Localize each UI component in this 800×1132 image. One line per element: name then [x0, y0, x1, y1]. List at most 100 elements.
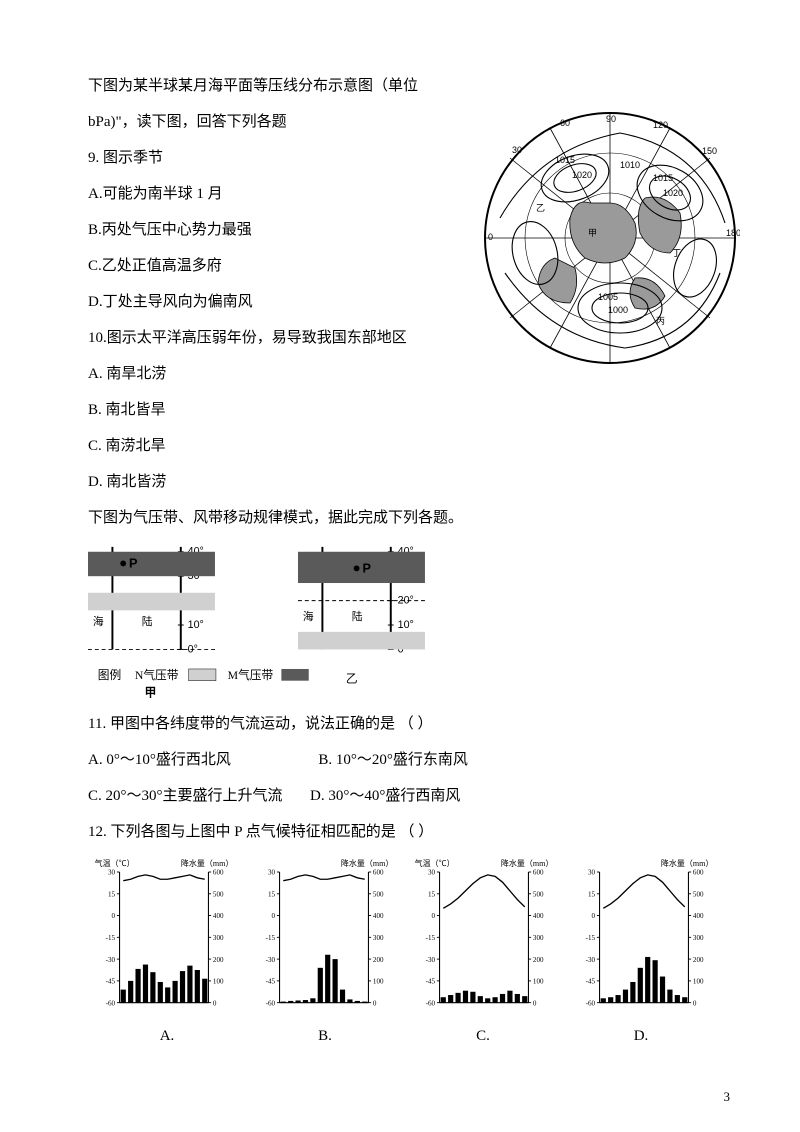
svg-text:-60: -60: [266, 999, 276, 1007]
svg-text:400: 400: [693, 912, 704, 920]
svg-text:-15: -15: [266, 934, 276, 942]
polar-isobar-map: 90 120 150 180 1015 1020 1015 1020 1010 …: [480, 108, 740, 368]
svg-text:-15: -15: [586, 934, 596, 942]
svg-text:180: 180: [726, 228, 740, 238]
svg-text:300: 300: [373, 934, 384, 942]
svg-text:降水量（mm）: 降水量（mm）: [501, 858, 553, 868]
option-label-d: D.: [562, 1018, 720, 1054]
svg-text:-60: -60: [426, 999, 436, 1007]
q10-option-b: B. 南北皆旱: [88, 392, 720, 428]
svg-text:0: 0: [213, 999, 217, 1007]
svg-text:-45: -45: [266, 978, 276, 986]
intro-text-1: 下图为某半球某月海平面等压线分布示意图（单位: [88, 68, 720, 104]
svg-text:60: 60: [560, 118, 570, 128]
svg-text:300: 300: [533, 934, 544, 942]
svg-text:P: P: [129, 556, 138, 570]
svg-text:10°: 10°: [398, 619, 414, 631]
svg-text:-45: -45: [586, 978, 596, 986]
svg-text:甲: 甲: [145, 686, 157, 699]
svg-text:-60: -60: [586, 999, 596, 1007]
q11-option-d: D. 30°～40°盛行西南风: [310, 788, 460, 804]
svg-text:乙: 乙: [536, 203, 545, 213]
svg-text:15: 15: [588, 890, 596, 898]
svg-text:-30: -30: [266, 956, 276, 964]
svg-text:30: 30: [108, 869, 116, 877]
svg-text:陆: 陆: [352, 610, 363, 623]
svg-text:陆: 陆: [142, 615, 153, 628]
svg-text:1000: 1000: [608, 305, 628, 315]
svg-text:400: 400: [373, 912, 384, 920]
svg-text:600: 600: [533, 869, 544, 877]
q11-option-a: A. 0°～10°盛行西北风: [88, 752, 231, 768]
svg-text:0: 0: [373, 999, 377, 1007]
svg-text:1015: 1015: [653, 173, 673, 183]
svg-text:海: 海: [93, 615, 104, 628]
svg-text:-30: -30: [106, 956, 116, 964]
svg-text:-30: -30: [426, 956, 436, 964]
svg-text:400: 400: [213, 912, 224, 920]
svg-text:1020: 1020: [572, 170, 592, 180]
svg-text:M气压带: M气压带: [228, 668, 274, 682]
svg-text:300: 300: [693, 934, 704, 942]
q10-option-d: D. 南北皆涝: [88, 464, 720, 500]
svg-text:气温（℃）: 气温（℃）: [415, 858, 455, 868]
svg-text:降水量（mm）: 降水量（mm）: [661, 858, 713, 868]
svg-text:100: 100: [213, 978, 224, 986]
option-label-a: A.: [88, 1018, 246, 1054]
intro-text-2: 下图为气压带、风带移动规律模式，据此完成下列各题。: [88, 500, 720, 536]
option-label-c: C.: [404, 1018, 562, 1054]
q11-stem: 11. 甲图中各纬度带的气流运动，说法正确的是 （ ）: [88, 706, 720, 742]
svg-text:200: 200: [373, 956, 384, 964]
svg-text:30: 30: [512, 145, 522, 155]
pressure-belt-figure: 40°30° 20°10° 0° P 海陆 40°30° 20: [88, 542, 508, 702]
svg-text:-60: -60: [106, 999, 116, 1007]
svg-text:丁: 丁: [672, 248, 681, 258]
climate-chart-b: 30150-15-30-45-606005004003002001000降水量（…: [248, 856, 400, 1016]
svg-text:-15: -15: [106, 934, 116, 942]
svg-text:30: 30: [588, 869, 596, 877]
svg-text:20°: 20°: [398, 595, 414, 607]
svg-text:500: 500: [693, 890, 704, 898]
svg-text:1010: 1010: [620, 160, 640, 170]
svg-text:N气压带: N气压带: [135, 668, 179, 682]
q11-option-c: C. 20°～30°主要盛行上升气流: [88, 788, 283, 804]
svg-text:15: 15: [268, 890, 276, 898]
svg-text:P: P: [362, 561, 371, 575]
page-number: 3: [724, 1081, 731, 1112]
svg-text:30: 30: [268, 869, 276, 877]
svg-text:0: 0: [488, 232, 493, 242]
svg-text:100: 100: [693, 978, 704, 986]
svg-text:丙: 丙: [656, 316, 665, 326]
climate-chart-c: 30150-15-30-45-606005004003002001000气温（℃…: [408, 856, 560, 1016]
climate-charts-row: 30150-15-30-45-606005004003002001000气温（℃…: [88, 856, 720, 1016]
svg-text:0: 0: [533, 999, 537, 1007]
svg-text:甲: 甲: [588, 228, 597, 238]
svg-text:-30: -30: [586, 956, 596, 964]
svg-text:1020: 1020: [663, 188, 683, 198]
svg-text:0: 0: [432, 912, 436, 920]
svg-text:500: 500: [213, 890, 224, 898]
svg-text:90: 90: [606, 114, 616, 124]
svg-text:150: 150: [702, 146, 717, 156]
svg-text:600: 600: [213, 869, 224, 877]
svg-text:400: 400: [533, 912, 544, 920]
q10-option-c: C. 南涝北旱: [88, 428, 720, 464]
svg-text:120: 120: [653, 120, 668, 130]
svg-text:海: 海: [303, 610, 314, 623]
svg-text:乙: 乙: [346, 673, 358, 686]
svg-text:15: 15: [108, 890, 116, 898]
svg-text:1005: 1005: [598, 292, 618, 302]
svg-text:降水量（mm）: 降水量（mm）: [341, 858, 393, 868]
svg-text:15: 15: [428, 890, 436, 898]
svg-text:200: 200: [533, 956, 544, 964]
svg-text:气温（℃）: 气温（℃）: [95, 858, 135, 868]
svg-text:200: 200: [693, 956, 704, 964]
svg-text:200: 200: [213, 956, 224, 964]
climate-chart-a: 30150-15-30-45-606005004003002001000气温（℃…: [88, 856, 240, 1016]
svg-text:10°: 10°: [188, 619, 204, 631]
svg-text:300: 300: [213, 934, 224, 942]
svg-text:500: 500: [533, 890, 544, 898]
climate-option-letters: A. B. C. D.: [88, 1018, 720, 1054]
climate-chart-d: 30150-15-30-45-606005004003002001000降水量（…: [568, 856, 720, 1016]
svg-text:0: 0: [112, 912, 116, 920]
